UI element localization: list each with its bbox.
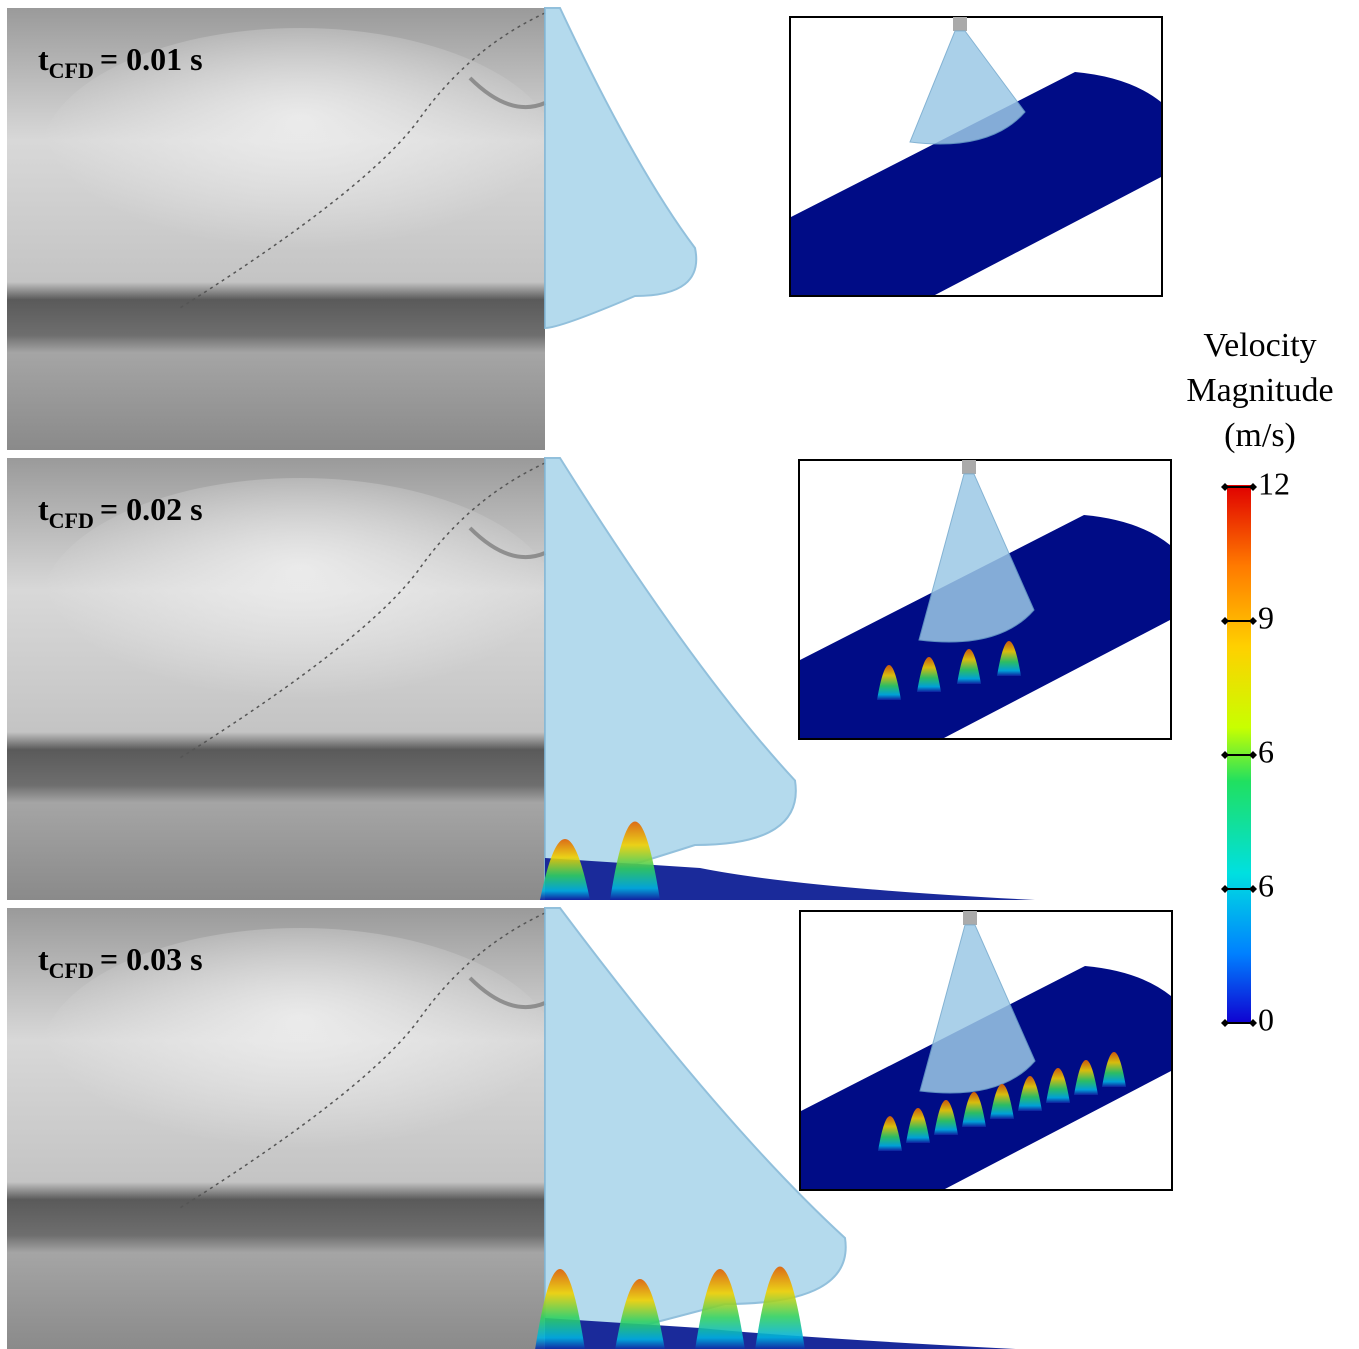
colorbar-tick-label: 6: [1258, 867, 1274, 903]
figure: tCFD= 0.01 stCFD= 0.02 stCFD= 0.03 s Vel…: [0, 0, 1359, 1349]
colorbar-tick-label: 12: [1258, 465, 1290, 501]
colorbar: Velocity Magnitude (m/s) 12 9 6 6 0: [1186, 327, 1333, 1037]
time-value: = 0.02 s: [100, 491, 203, 527]
time-subscript: CFD: [49, 58, 94, 83]
inset-nozzle: [962, 460, 976, 474]
colorbar-tick-label: 9: [1258, 599, 1274, 635]
colorbar-title: Velocity: [1203, 327, 1316, 364]
panel: tCFD= 0.02 s: [7, 458, 1171, 900]
colorbar-title: (m/s): [1224, 417, 1296, 454]
panel: tCFD= 0.01 s: [7, 8, 1162, 450]
cfd-spray: [545, 8, 696, 328]
colorbar-title: Magnitude: [1186, 372, 1333, 409]
cfd-spray: [545, 458, 796, 888]
inset-nozzle: [963, 911, 977, 925]
time-symbol: t: [38, 491, 49, 527]
colorbar-tick-label: 0: [1258, 1001, 1274, 1037]
inset-nozzle: [953, 17, 967, 31]
colorbar-tick-label: 6: [1258, 733, 1274, 769]
time-symbol: t: [38, 941, 49, 977]
time-value: = 0.01 s: [100, 41, 203, 77]
panel: tCFD= 0.03 s: [7, 908, 1172, 1349]
time-symbol: t: [38, 41, 49, 77]
time-subscript: CFD: [49, 508, 94, 533]
time-subscript: CFD: [49, 958, 94, 983]
time-value: = 0.03 s: [100, 941, 203, 977]
